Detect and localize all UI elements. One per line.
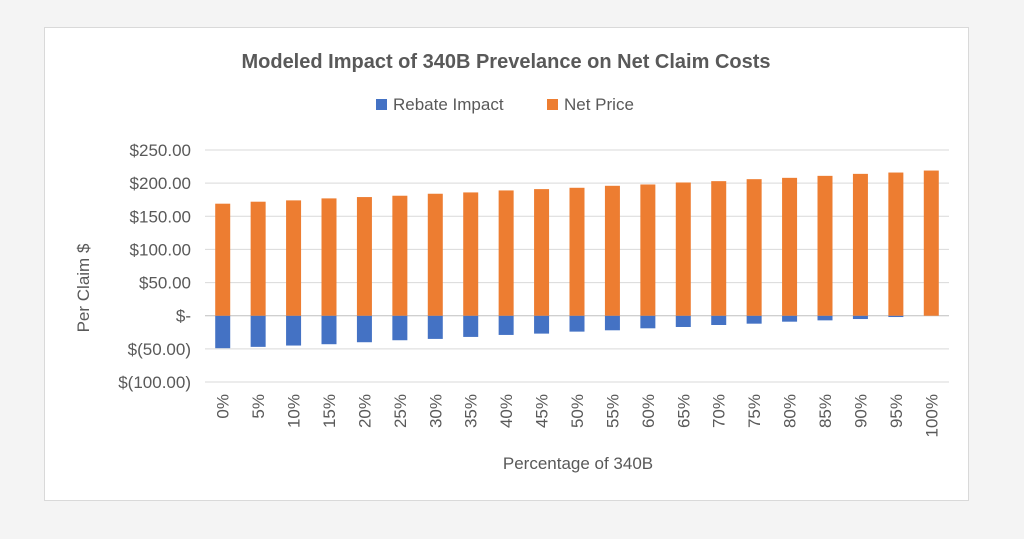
rebate-impact-bar	[356, 315, 372, 343]
x-tick-label: 50%	[568, 394, 587, 428]
rebate-impact-bar	[534, 315, 550, 334]
x-tick-label: 85%	[816, 394, 835, 428]
net-price-bar	[782, 177, 798, 316]
net-price-bar	[427, 193, 443, 316]
x-tick-label: 80%	[781, 394, 800, 428]
net-price-bar	[569, 187, 585, 316]
net-price-bar	[286, 200, 302, 316]
rebate-impact-bar	[604, 315, 620, 331]
rebate-impact-bar	[498, 315, 514, 335]
x-tick-label: 10%	[285, 394, 304, 428]
x-tick-label: 70%	[710, 394, 729, 428]
x-tick-label: 5%	[249, 394, 268, 419]
net-price-bar	[604, 185, 620, 316]
x-tick-label: 75%	[745, 394, 764, 428]
legend-label-net-price: Net Price	[564, 95, 634, 114]
rebate-impact-bar	[711, 315, 727, 325]
x-tick-label: 0%	[214, 394, 233, 419]
x-tick-label: 25%	[391, 394, 410, 428]
legend: Rebate Impact Net Price	[376, 95, 634, 114]
chart-card: Modeled Impact of 340B Prevelance on Net…	[44, 27, 969, 501]
net-price-bar	[498, 190, 514, 316]
chart-title: Modeled Impact of 340B Prevelance on Net…	[241, 51, 770, 73]
rebate-impact-bar	[746, 315, 762, 324]
rebate-impact-bar	[392, 315, 408, 341]
y-tick-label: $250.00	[130, 141, 191, 160]
rebate-impact-bar	[250, 315, 266, 347]
x-tick-label: 20%	[355, 394, 374, 428]
y-tick-label: $50.00	[139, 274, 191, 293]
rebate-impact-bar	[286, 315, 302, 346]
y-tick-label: $100.00	[130, 240, 191, 259]
y-tick-label: $(100.00)	[118, 373, 191, 392]
net-price-bar	[250, 201, 266, 316]
x-tick-label: 95%	[887, 394, 906, 428]
net-price-bar	[746, 179, 762, 316]
chart: Modeled Impact of 340B Prevelance on Net…	[74, 51, 949, 473]
net-price-bar	[923, 170, 939, 316]
y-tick-label: $200.00	[130, 174, 191, 193]
y-tick-label: $-	[176, 307, 191, 326]
rebate-impact-bar	[427, 315, 443, 339]
rebate-impact-bar	[463, 315, 479, 337]
net-price-bar	[711, 181, 727, 316]
y-tick-label: $150.00	[130, 207, 191, 226]
net-price-bar	[356, 197, 372, 316]
rebate-impact-bar	[817, 315, 833, 321]
net-price-bar	[534, 189, 550, 316]
y-axis-tick-labels: $250.00 $200.00 $150.00 $100.00 $50.00 $- $(50…	[118, 141, 191, 392]
x-tick-label: 30%	[426, 394, 445, 428]
net-price-bar	[392, 195, 408, 316]
legend-swatch-rebate-impact	[376, 99, 387, 110]
legend-swatch-net-price	[547, 99, 558, 110]
net-price-bar	[852, 173, 868, 316]
rebate-impact-bar	[888, 315, 904, 318]
rebate-impact-bar	[215, 315, 231, 349]
x-tick-label: 15%	[320, 394, 339, 428]
net-price-bar	[817, 175, 833, 316]
net-price-bar	[463, 192, 479, 316]
x-axis-tick-labels: 0% 5% 10% 15% 20% 25% 30% 35% 40% 45% 50% 55% 60% 65%…	[214, 394, 942, 437]
x-tick-label: 55%	[603, 394, 622, 428]
x-tick-label: 45%	[533, 394, 552, 428]
rebate-impact-bar	[852, 315, 868, 320]
rebate-impact-bar	[321, 315, 337, 345]
y-tick-label: $(50.00)	[128, 340, 191, 359]
net-price-bar	[321, 198, 337, 316]
x-tick-label: 65%	[674, 394, 693, 428]
x-axis-title: Percentage of 340B	[503, 454, 653, 473]
y-axis-title: Per Claim $	[74, 243, 93, 332]
bars	[215, 170, 939, 349]
rebate-impact-bar	[640, 315, 656, 329]
x-tick-label: 90%	[851, 394, 870, 428]
net-price-bar	[640, 184, 656, 316]
rebate-impact-bar	[782, 315, 798, 322]
x-tick-label: 40%	[497, 394, 516, 428]
net-price-bar	[888, 172, 904, 316]
rebate-impact-bar	[675, 315, 691, 327]
net-price-bar	[675, 182, 691, 316]
x-tick-label: 100%	[922, 394, 941, 437]
x-tick-label: 60%	[639, 394, 658, 428]
net-price-bar	[215, 203, 231, 316]
legend-label-rebate-impact: Rebate Impact	[393, 95, 504, 114]
rebate-impact-bar	[569, 315, 585, 332]
x-tick-label: 35%	[462, 394, 481, 428]
